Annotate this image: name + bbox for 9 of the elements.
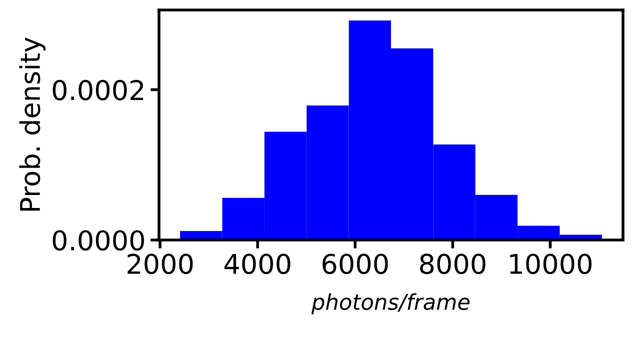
y-axis-title: Prob. density [19,37,46,211]
x-tick-label: 8000 [420,254,486,274]
y-tick-label: 0.0000 [52,230,144,251]
x-axis-title: photons/frame [311,293,470,314]
y-tick-label: 0.0002 [52,80,144,100]
x-tick-label: 2000 [128,254,193,274]
x-tick-label: 10000 [510,254,592,274]
x-tick-label: 6000 [322,254,388,274]
x-tick-label: 4000 [224,254,290,274]
